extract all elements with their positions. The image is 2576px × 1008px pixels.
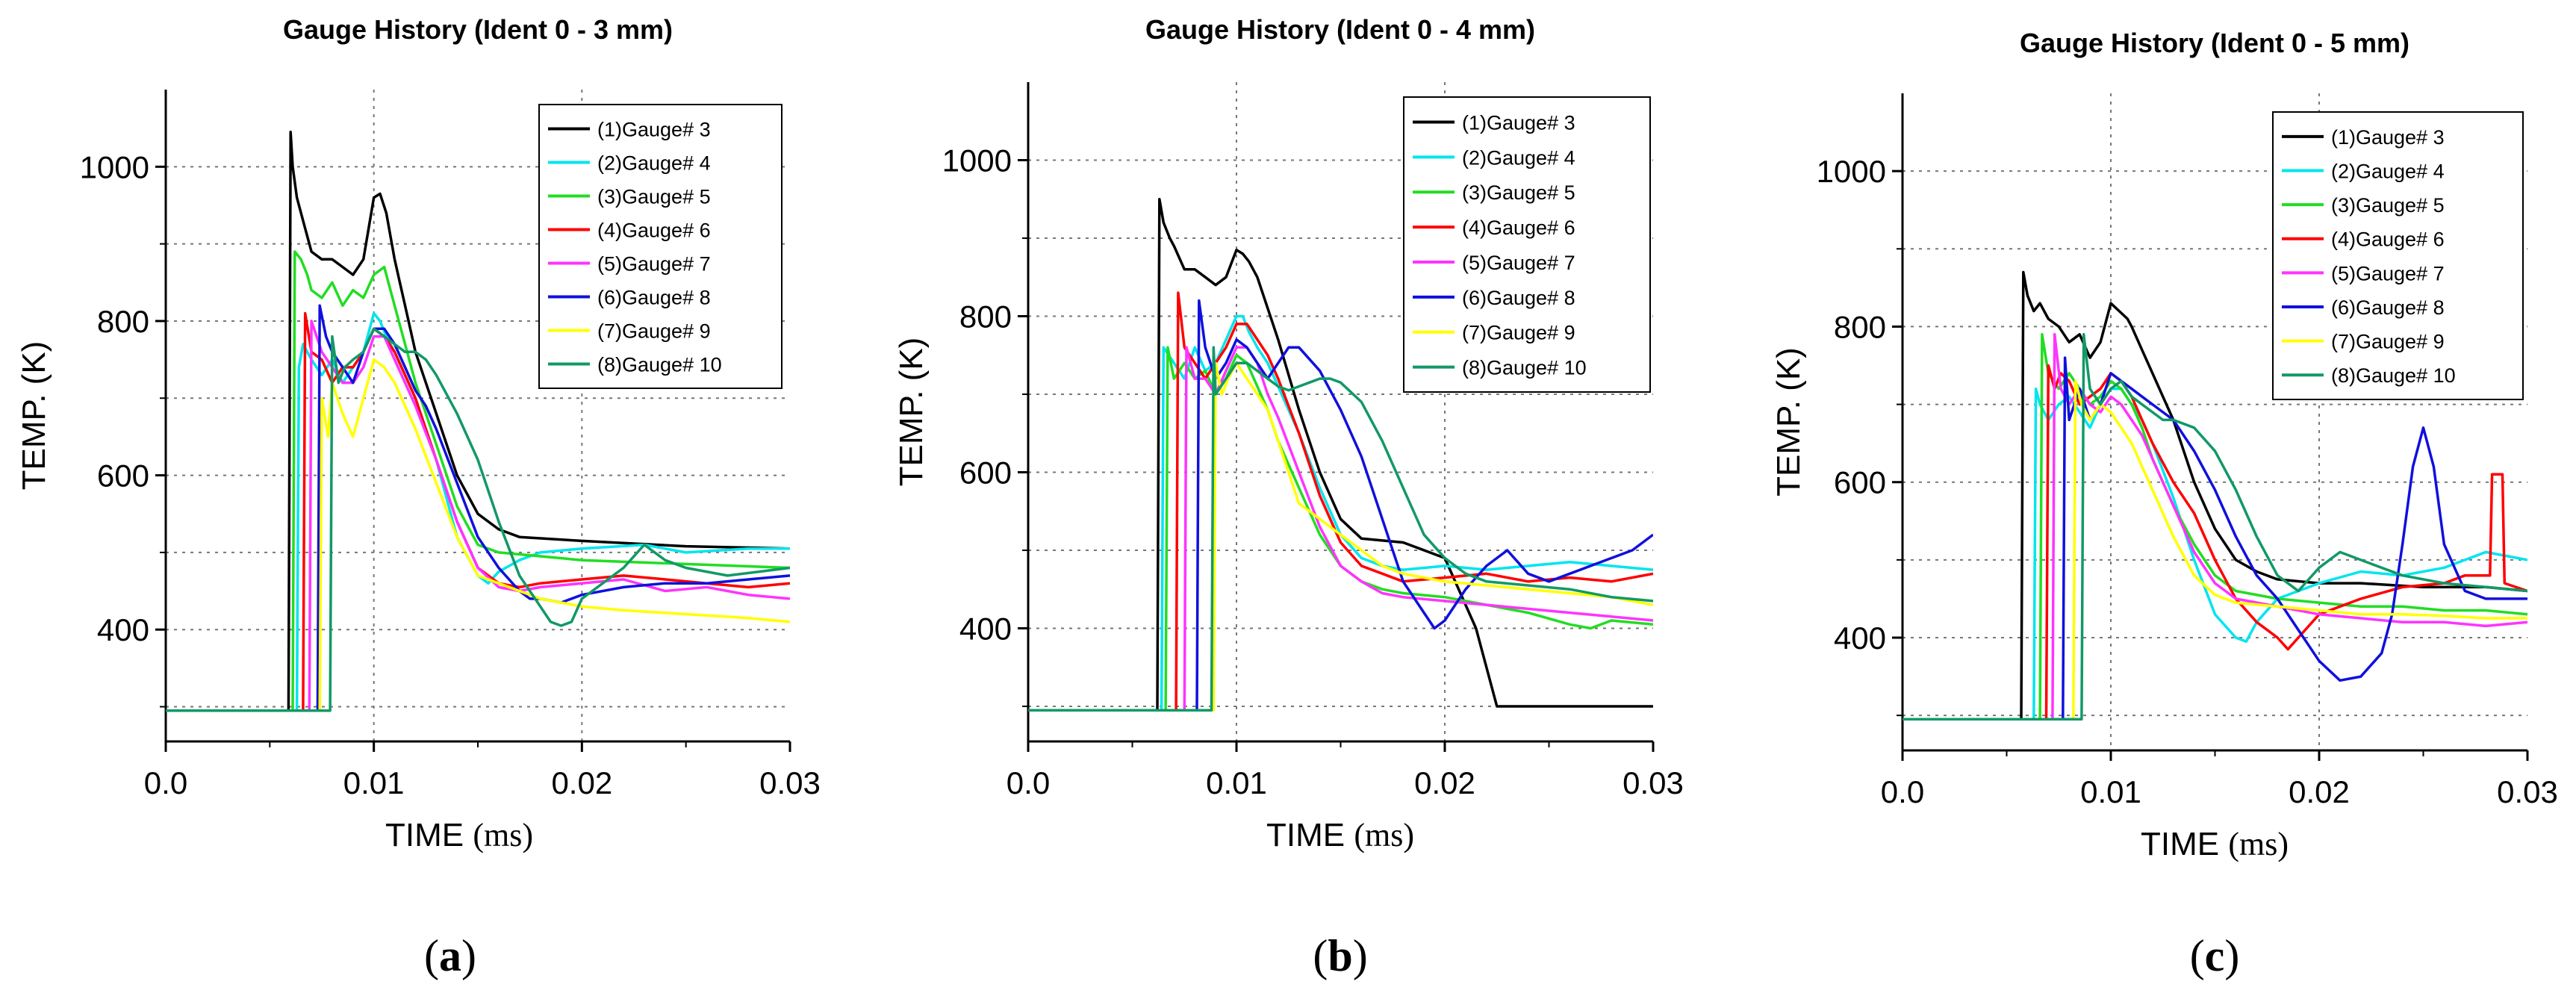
x-axis-label: TIME (ms) (1266, 817, 1414, 853)
legend-entry: (7)Gauge# 9 (1462, 322, 1575, 344)
x-axis-label: TIME (ms) (385, 817, 533, 853)
legend-entry: (7)Gauge# 9 (2331, 331, 2445, 353)
chart-panel-a: Gauge History (Ident 0 - 3 mm) 400 600 800 1… (16, 14, 821, 980)
series-line-6 (166, 304, 790, 712)
y-tick-label: 600 (97, 458, 149, 494)
y-tick-label: 600 (1834, 465, 1886, 500)
y-axis-label: TEMP. (K) (1770, 347, 1807, 497)
series-line-3 (1028, 346, 1653, 712)
series-line-3 (166, 250, 790, 712)
legend-entry: (2)Gauge# 4 (597, 152, 711, 175)
series-line-7 (1028, 361, 1653, 712)
y-tick-label: 1000 (1817, 154, 1886, 189)
legend-entry: (6)Gauge# 8 (597, 287, 711, 309)
legend-entry: (6)Gauge# 8 (2331, 296, 2445, 319)
x-tick-label: 0.0 (1881, 774, 1924, 809)
legend-box (538, 104, 783, 389)
panel-label: (c) (2190, 931, 2240, 980)
legend-entry: (4)Gauge# 6 (1462, 217, 1575, 239)
legend-entry: (4)Gauge# 6 (2331, 228, 2445, 251)
chart-title: Gauge History (Ident 0 - 4 mm) (1145, 14, 1535, 45)
x-tick-label: 0.02 (551, 765, 612, 800)
y-tick-label: 800 (1834, 309, 1886, 344)
x-tick-label: 0.03 (1623, 765, 1684, 800)
y-axis-label: TEMP. (K) (893, 337, 930, 487)
panel-label: (a) (424, 931, 476, 980)
x-tick-label: 0.02 (2289, 774, 2350, 809)
series-line-6 (1903, 356, 2527, 721)
x-tick-label: 0.01 (343, 765, 405, 800)
series-line-8 (1028, 346, 1653, 712)
series-line-8 (166, 327, 790, 712)
y-tick-label: 400 (959, 611, 1012, 646)
series-line-4 (1028, 291, 1653, 712)
legend-entry: (6)Gauge# 8 (1462, 287, 1575, 309)
legend-entry: (5)Gauge# 7 (2331, 262, 2445, 284)
x-tick-label: 0.01 (1206, 765, 1267, 800)
legend-entry: (3)Gauge# 5 (1462, 181, 1575, 204)
legend-entry: (5)Gauge# 7 (1462, 252, 1575, 274)
x-tick-label: 0.03 (2497, 774, 2558, 809)
chart-title: Gauge History (Ident 0 - 5 mm) (2020, 28, 2409, 58)
series-line-2 (1903, 387, 2527, 721)
legend-entry: (8)Gauge# 10 (2331, 364, 2456, 387)
legend-entry: (3)Gauge# 5 (597, 186, 711, 208)
legend-box (1403, 96, 1651, 393)
legend-box (2272, 111, 2524, 400)
chart-title: Gauge History (Ident 0 - 3 mm) (283, 14, 673, 45)
x-tick-label: 0.03 (759, 765, 821, 800)
legend-entry: (1)Gauge# 3 (1462, 111, 1575, 134)
series-line-4 (166, 311, 790, 712)
y-tick-label: 1000 (942, 143, 1012, 178)
legend-entry: (5)Gauge# 7 (597, 253, 711, 276)
series-line-1 (1903, 270, 2527, 721)
legend: (1)Gauge# 3 (2)Gauge# 4 (3)Gauge# 5 (4)Gaug… (2272, 111, 2524, 400)
y-tick-label: 1000 (80, 149, 149, 184)
series-line-5 (1028, 346, 1653, 712)
series-line-7 (1903, 379, 2527, 721)
y-tick-label: 800 (97, 304, 149, 339)
series-line-4 (1903, 364, 2527, 721)
series-line-3 (1903, 333, 2527, 721)
x-tick-label: 0.02 (1414, 765, 1475, 800)
x-tick-label: 0.0 (144, 765, 187, 800)
legend-entry: (2)Gauge# 4 (1462, 146, 1575, 169)
x-axis-label: TIME (ms) (2141, 826, 2289, 862)
y-axis-label: TEMP. (K) (16, 341, 52, 491)
series-line-1 (166, 131, 790, 712)
legend-entry: (2)Gauge# 4 (2331, 160, 2445, 182)
x-tick-label: 0.0 (1007, 765, 1050, 800)
y-tick-label: 400 (1834, 620, 1886, 656)
legend: (1)Gauge# 3 (2)Gauge# 4 (3)Gauge# 5 (4)Gaug… (1403, 96, 1651, 393)
legend: (1)Gauge# 3 (2)Gauge# 4 (3)Gauge# 5 (4)Gaug… (538, 104, 783, 389)
y-tick-label: 600 (959, 455, 1012, 490)
series-line-8 (1903, 333, 2527, 721)
legend-entry: (1)Gauge# 3 (597, 119, 711, 141)
series-line-6 (1028, 299, 1653, 712)
y-tick-label: 800 (959, 299, 1012, 334)
y-tick-label: 400 (97, 612, 149, 647)
legend-entry: (8)Gauge# 10 (597, 354, 722, 376)
chart-panel-c: Gauge History (Ident 0 - 5 mm) 400 600 800 1… (1770, 28, 2558, 980)
legend-entry: (7)Gauge# 9 (597, 320, 711, 343)
x-tick-label: 0.01 (2080, 774, 2141, 809)
panel-label: (b) (1313, 931, 1367, 980)
series-line-1 (1028, 197, 1653, 712)
legend-entry: (8)Gauge# 10 (1462, 357, 1587, 379)
chart-panel-b: Gauge History (Ident 0 - 4 mm) 400 600 800 1… (893, 14, 1684, 980)
legend-entry: (1)Gauge# 3 (2331, 126, 2445, 149)
legend-entry: (3)Gauge# 5 (2331, 194, 2445, 217)
legend-entry: (4)Gauge# 6 (597, 220, 711, 242)
